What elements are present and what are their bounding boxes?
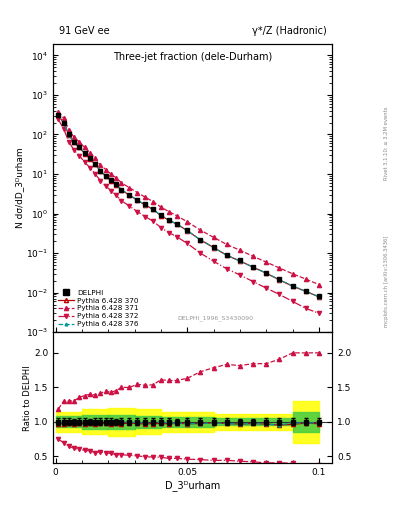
Legend: DELPHI, Pythia 6.428 370, Pythia 6.428 371, Pythia 6.428 372, Pythia 6.428 376: DELPHI, Pythia 6.428 370, Pythia 6.428 3… (57, 288, 140, 329)
Y-axis label: N dσ/dD_3ᴰurham: N dσ/dD_3ᴰurham (15, 147, 24, 228)
Text: 91 GeV ee: 91 GeV ee (59, 26, 109, 36)
Text: Rivet 3.1.10; ≥ 3.2M events: Rivet 3.1.10; ≥ 3.2M events (384, 106, 389, 180)
Y-axis label: Ratio to DELPHI: Ratio to DELPHI (24, 365, 33, 431)
Text: DELPHI_1996_S3430090: DELPHI_1996_S3430090 (177, 315, 253, 321)
Text: γ*/Z (Hadronic): γ*/Z (Hadronic) (252, 26, 327, 36)
Text: Three-jet fraction (dele-Durham): Three-jet fraction (dele-Durham) (113, 52, 272, 62)
Text: mcplots.cern.ch [arXiv:1306.3436]: mcplots.cern.ch [arXiv:1306.3436] (384, 236, 389, 327)
X-axis label: D_3ᴰurham: D_3ᴰurham (165, 480, 220, 491)
